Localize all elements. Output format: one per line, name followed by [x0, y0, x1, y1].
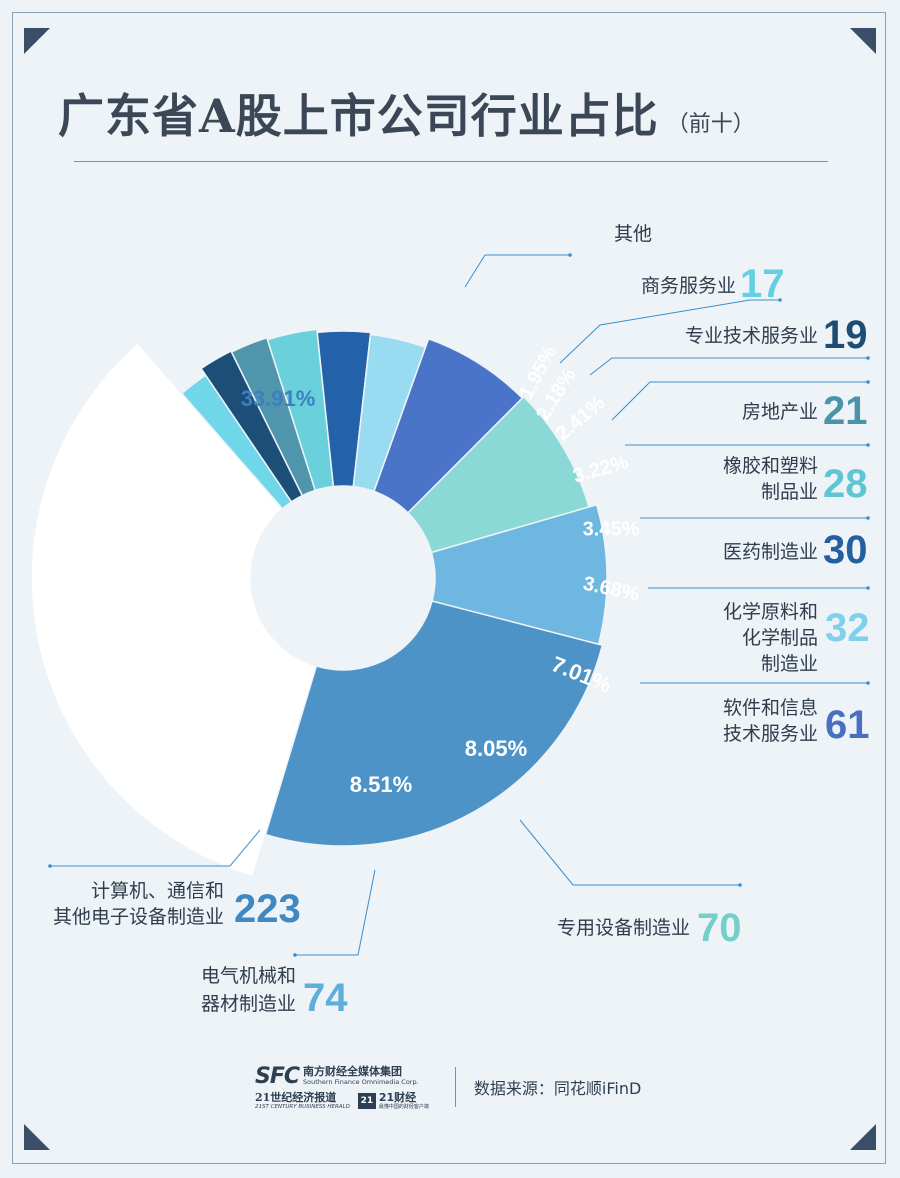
slice-count-value: 32: [825, 606, 870, 650]
slice-category-label: 技术服务业: [723, 723, 818, 745]
sfc-logo: SFC: [255, 1063, 300, 1089]
slice-count-value: 74: [303, 976, 348, 1020]
leader-dot: [738, 883, 742, 887]
sfc-name-en: Southern Finance Omnimedia Corp.: [303, 1078, 419, 1086]
slice-percent-label: 8.51%: [350, 772, 412, 797]
slice-count-value: 19: [823, 313, 868, 357]
slice-percent-label: 3.22%: [571, 451, 632, 488]
leader-line: [559, 299, 780, 364]
slice-category-label: 制造业: [761, 653, 818, 675]
corner-decoration: [24, 28, 50, 54]
slice-count-value: 17: [740, 262, 785, 306]
slice-percent-label: 3.45%: [583, 518, 640, 540]
slice-percent-label: 8.05%: [465, 736, 527, 761]
cj-sub: 最懂中国的财经客户端: [378, 1103, 429, 1110]
leader-dot: [866, 516, 870, 520]
slice-category-label: 计算机、通信和: [91, 880, 224, 902]
pie-slice: [264, 600, 604, 847]
slice-category-label: 商务服务业: [641, 275, 736, 297]
slice-category-label: 其他电子设备制造业: [53, 906, 224, 928]
leader-line: [295, 869, 376, 956]
slice-category-label: 化学制品: [742, 627, 818, 649]
slice-count-value: 28: [823, 462, 868, 506]
slice-count-value: 30: [823, 528, 868, 572]
slice-category-label: 器材制造业: [201, 993, 296, 1015]
slice-count-value: 70: [697, 906, 742, 950]
title-area: 广东省A股上市公司行业占比 （前十）: [58, 76, 848, 146]
leader-line: [519, 819, 740, 886]
slice-category-label: 医药制造业: [723, 541, 818, 563]
leader-line: [50, 829, 261, 867]
slice-category-label: 橡胶和塑料: [723, 455, 818, 477]
herald-name-en: 21ST CENTURY BUSINESS HERALD: [255, 1103, 350, 1110]
slice-count-value: 21: [823, 389, 868, 433]
pie-slice: [30, 341, 318, 878]
slice-percent-label: 25.63%: [164, 672, 239, 697]
publisher-logos: SFC 南方财经全媒体集团 Southern Finance Omnimedia…: [255, 1064, 429, 1111]
leader-dot: [48, 864, 52, 868]
badge-21-icon: 21: [357, 1093, 376, 1109]
slice-count-value: 223: [234, 887, 301, 931]
leader-dot: [866, 356, 870, 360]
slice-percent-label: 33.91%: [241, 386, 316, 411]
leader-line: [611, 381, 868, 421]
corner-decoration: [850, 28, 876, 54]
chart-title: 广东省A股上市公司行业占比: [58, 89, 659, 143]
slice-category-label: 电气机械和: [201, 965, 296, 987]
leader-dot: [778, 298, 782, 302]
slice-category-label: 制品业: [761, 481, 818, 503]
title-divider: [74, 161, 828, 162]
cj-name: 21财经: [378, 1090, 417, 1104]
slice-category-label: 化学原料和: [723, 601, 818, 623]
leader-dot: [568, 253, 572, 257]
leader-dot: [866, 443, 870, 447]
page-frame: [12, 12, 886, 1164]
leader-line: [589, 357, 868, 376]
leader-dot: [293, 953, 297, 957]
corner-decoration: [24, 1124, 50, 1150]
leader-dot: [866, 586, 870, 590]
leader-line: [464, 254, 570, 288]
slice-count-value: 61: [825, 703, 870, 747]
footer: SFC 南方财经全媒体集团 Southern Finance Omnimedia…: [255, 1062, 641, 1112]
slice-category-label: 房地产业: [742, 401, 818, 423]
corner-decoration: [850, 1124, 876, 1150]
sfc-name-cn: 南方财经全媒体集团: [303, 1065, 403, 1078]
herald-name-cn: 21世纪经济报道: [255, 1090, 337, 1104]
data-source: 数据来源：同花顺iFinD: [473, 1079, 642, 1098]
footer-divider: [454, 1067, 456, 1107]
slice-category-label: 专用设备制造业: [557, 917, 690, 939]
leader-dot: [866, 681, 870, 685]
leader-dot: [866, 380, 870, 384]
slice-category-label: 其他: [614, 223, 652, 245]
slice-category-label: 专业技术服务业: [685, 325, 818, 347]
chart-subtitle: （前十）: [666, 112, 755, 137]
slice-category-label: 软件和信息: [723, 697, 818, 719]
